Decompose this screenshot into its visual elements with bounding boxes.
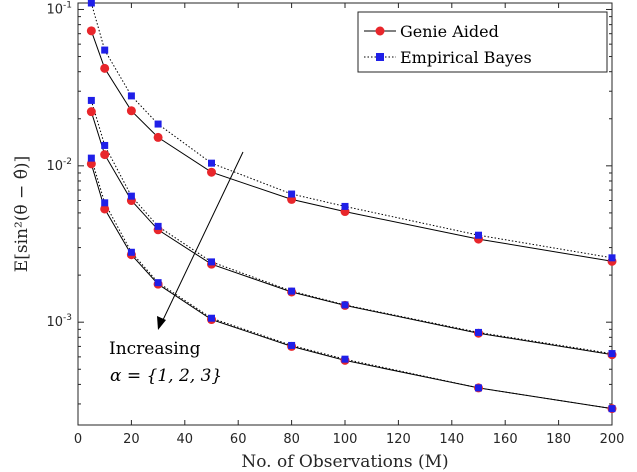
annotation-line2: α = {1, 2, 3} [110,366,222,386]
legend-marker-empirical [376,53,384,61]
data-point-empirical [288,190,296,198]
data-point-empirical [341,301,349,309]
axis-ticks: 0 20 40 60 80 100 120 140 160 180 200 10-3 10-2 10-1 [46,0,624,447]
data-point-empirical [87,96,95,104]
x-tick-label: 60 [230,432,247,447]
data-point-empirical [208,314,215,322]
y-tick-label: 10-2 [46,157,72,174]
annotation-line1: Increasing [109,339,201,359]
data-point-empirical [608,350,616,358]
data-point-genie [100,150,110,160]
data-point-empirical [608,254,616,262]
x-tick-label: 0 [74,432,82,447]
data-point-empirical [101,199,109,207]
legend: Genie Aided Empirical Bayes [357,11,608,73]
series-layer [86,0,617,414]
y-tick-label: 10-1 [46,0,72,17]
data-point-empirical [101,141,109,149]
data-point-empirical [475,231,482,239]
x-tick-label: 120 [386,432,411,447]
data-point-empirical [127,92,135,100]
data-point-empirical [208,159,215,167]
data-point-genie [207,167,216,177]
increasing-annotation: Increasing α = {1, 2, 3} [109,151,244,386]
data-point-empirical [101,46,109,54]
data-point-empirical [341,355,349,363]
data-point-empirical [127,192,135,200]
x-tick-label: 80 [283,432,300,447]
data-point-empirical [127,248,135,256]
x-tick-label: 180 [546,432,571,447]
data-point-genie [100,204,110,214]
legend-label-empirical: Empirical Bayes [400,48,532,67]
x-axis-label: No. of Observations (M) [241,452,448,472]
annotation-arrowhead [157,316,166,330]
x-tick-label: 20 [123,432,140,447]
x-tick-label: 160 [493,432,518,447]
data-point-genie [86,107,96,117]
data-point-empirical [288,341,296,349]
x-tick-label: 140 [439,432,464,447]
y-tick-label: 10-3 [46,313,72,330]
data-point-empirical [87,154,95,162]
data-point-genie [126,106,136,116]
data-point-empirical [475,384,482,392]
data-point-empirical [341,202,349,210]
y-axis-label: E[sin²(θ − θ̂)] [12,156,32,272]
data-point-empirical [288,287,296,295]
x-tick-label: 100 [333,432,358,447]
data-point-genie [86,26,96,36]
data-point-genie [100,63,110,73]
annotation-arrow-shaft [161,151,244,323]
data-point-empirical [87,0,95,7]
data-point-genie [153,132,163,142]
data-point-empirical [154,279,162,287]
legend-box [357,11,608,73]
legend-marker-genie [375,26,385,36]
x-tick-label: 200 [600,432,625,447]
data-point-empirical [154,222,162,230]
data-point-empirical [208,258,215,266]
data-point-empirical [608,405,616,413]
data-point-empirical [475,328,482,336]
x-tick-label: 40 [177,432,194,447]
data-point-empirical [154,120,162,128]
legend-label-genie: Genie Aided [400,22,499,41]
